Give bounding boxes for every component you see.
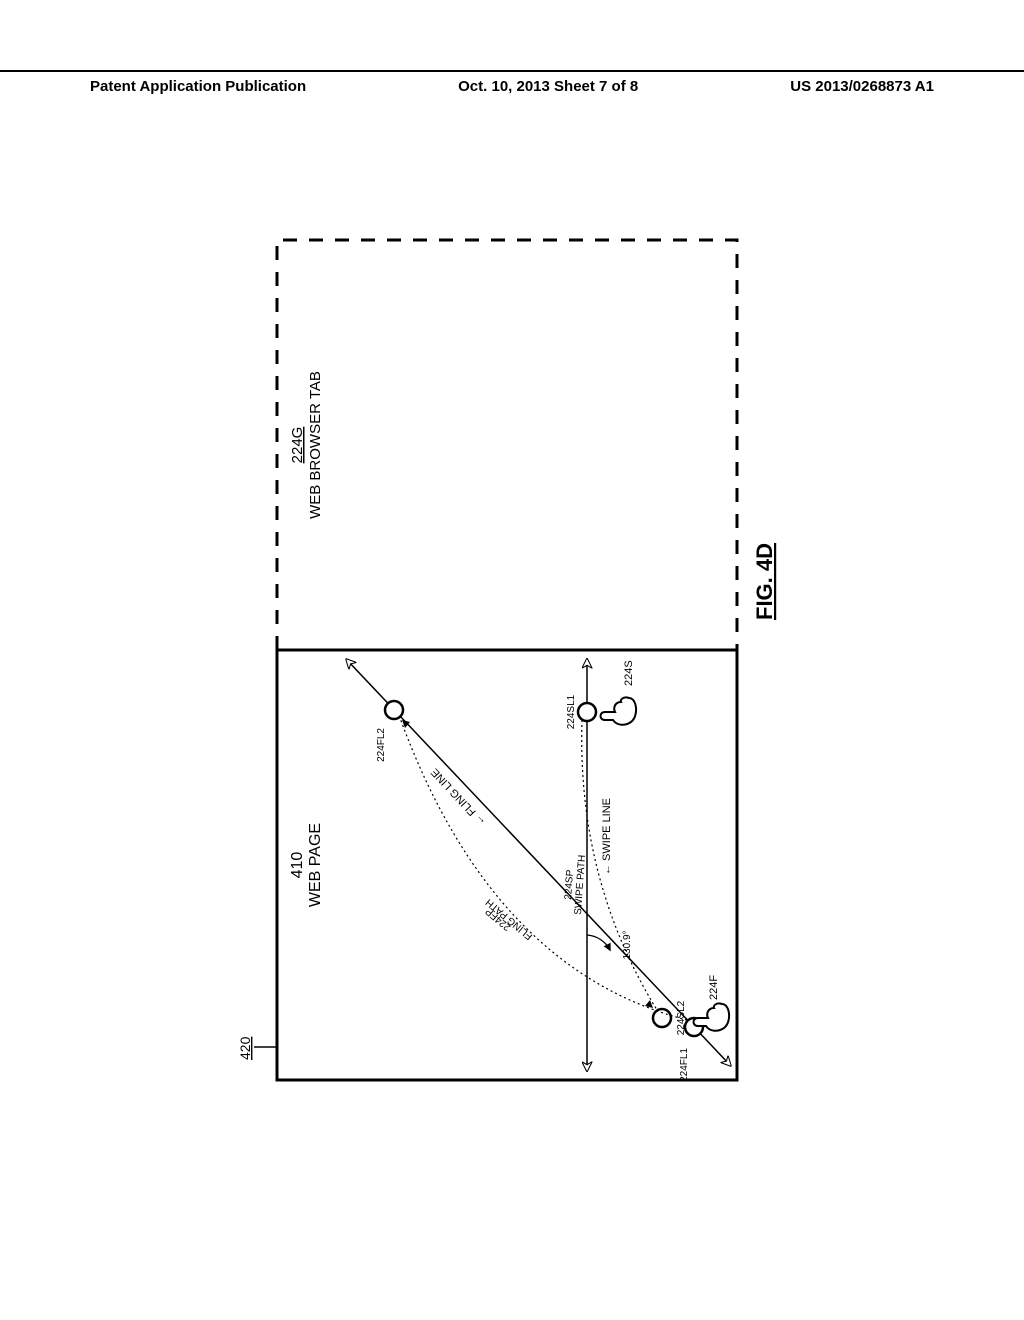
figure-container: 420 410 WEB PAGE 224G WEB BROWSER TAB ← … xyxy=(232,220,792,1100)
fl1-ref: 224FL1 xyxy=(679,1048,690,1082)
webpage-ref: 410 xyxy=(289,852,306,879)
outer-ref: 420 xyxy=(237,1036,253,1060)
swipe-path-arrow xyxy=(645,1000,653,1008)
header-right: US 2013/0268873 A1 xyxy=(790,78,934,95)
hand-s-icon xyxy=(601,697,637,724)
figure-caption: FIG. 4D xyxy=(752,543,777,620)
webpage-label: WEB PAGE xyxy=(307,823,324,907)
ghost-tab-ref: 224G xyxy=(289,427,306,464)
ghost-tab-label: WEB BROWSER TAB xyxy=(307,371,324,519)
sl2-marker xyxy=(653,1009,671,1027)
angle-arc xyxy=(587,935,610,950)
swipe-line-label: ← SWIPE LINE xyxy=(601,798,613,875)
header-left: Patent Application Publication xyxy=(90,78,306,95)
angle-label: 130.9° xyxy=(622,930,633,959)
ghost-tab-box xyxy=(277,240,737,650)
s-ref: 224S xyxy=(623,660,635,686)
f-ref: 224F xyxy=(708,975,720,1000)
fl2-ref: 224FL2 xyxy=(376,728,387,762)
swipe-path xyxy=(582,720,657,1010)
sl1-ref: 224SL1 xyxy=(566,694,577,729)
hand-f-icon xyxy=(694,1003,730,1030)
header-center: Oct. 10, 2013 Sheet 7 of 8 xyxy=(458,78,638,95)
fl2-marker xyxy=(385,701,403,719)
sl1-marker xyxy=(578,703,596,721)
fling-line-label: ← FLING LINE xyxy=(429,766,488,828)
page-header: Patent Application Publication Oct. 10, … xyxy=(0,70,1024,95)
figure-svg: 420 410 WEB PAGE 224G WEB BROWSER TAB ← … xyxy=(232,220,792,1100)
